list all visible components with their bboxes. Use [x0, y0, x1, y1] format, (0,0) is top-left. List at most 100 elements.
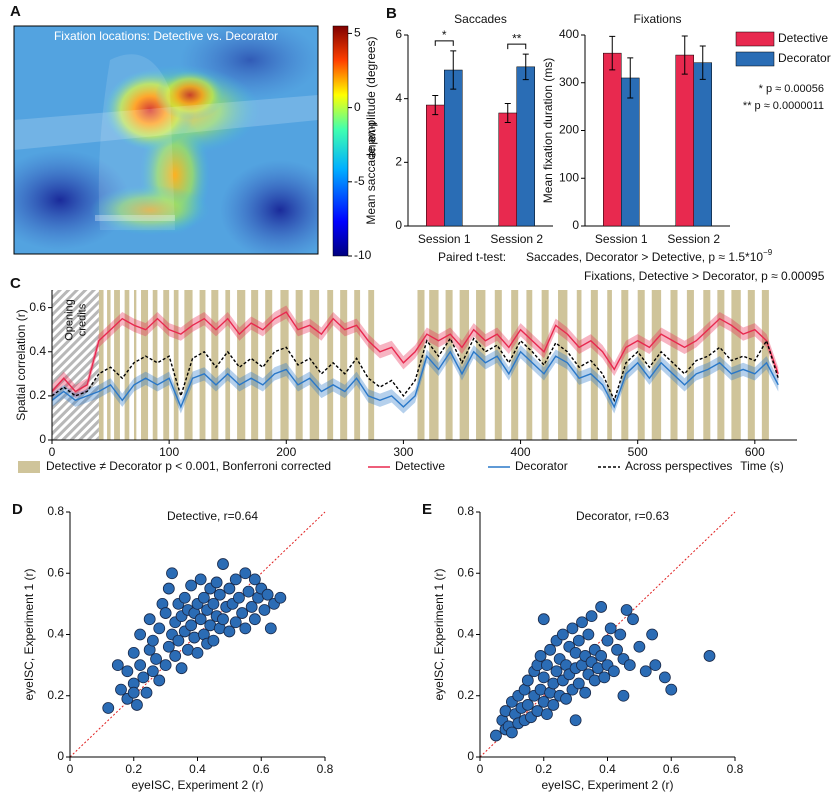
x-axis-label: eyeISC, Experiment 2 (r)	[131, 778, 263, 792]
y-axis-label: Mean saccade amplitude (degrees)	[364, 36, 378, 224]
error-bar	[522, 53, 529, 81]
point	[569, 714, 582, 727]
ttest-line: Fixations, Detective > Decorator, p ≈ 0.…	[584, 269, 825, 283]
significance-interval	[417, 290, 425, 440]
significance-interval	[761, 290, 769, 440]
y-tick-label: 0	[39, 432, 46, 446]
x-tick-label: 300	[393, 445, 413, 459]
y-tick-label: 0	[467, 749, 474, 763]
y-tick-label: 0.8	[47, 504, 64, 518]
point	[264, 622, 277, 635]
line	[52, 337, 779, 403]
x-tick-label: 0.4	[599, 762, 616, 776]
point	[537, 671, 550, 684]
point	[239, 622, 252, 635]
x-tick-label: 0.4	[189, 762, 206, 776]
point	[245, 601, 258, 613]
heatmap-image	[14, 26, 318, 254]
error-bar	[627, 57, 634, 99]
point	[242, 585, 255, 598]
x-tick-label: Session 1	[418, 232, 471, 246]
significance-interval	[703, 290, 711, 440]
point	[159, 659, 172, 672]
significance-interval	[621, 290, 629, 440]
x-axis-label: Time (s)	[740, 459, 784, 473]
point	[207, 634, 220, 647]
significance-interval	[670, 290, 678, 440]
y-tick-label: 0	[572, 218, 579, 232]
legend-label: Across perspectives	[625, 459, 732, 473]
point	[146, 665, 159, 678]
panel-label: D	[12, 501, 23, 518]
identity-line	[479, 511, 736, 758]
y-tick-label: 0.4	[47, 627, 64, 641]
point	[185, 619, 198, 632]
point	[601, 634, 614, 647]
point	[172, 634, 185, 647]
point	[579, 686, 592, 699]
significance-interval	[251, 290, 259, 440]
bar	[621, 77, 640, 227]
significance-interval	[576, 290, 582, 440]
significance-interval	[511, 290, 519, 440]
opening-credits-label: credits	[76, 303, 88, 336]
point	[194, 573, 207, 586]
legend-label: Detective ≠ Decorator p < 0.001, Bonferr…	[46, 459, 331, 473]
point	[614, 628, 627, 641]
point	[248, 573, 261, 586]
legend-swatch	[735, 51, 775, 67]
point	[146, 634, 159, 647]
point	[194, 613, 207, 626]
point	[639, 665, 652, 678]
point	[572, 677, 585, 690]
error-bar	[432, 94, 439, 116]
point	[162, 640, 175, 653]
point	[229, 616, 242, 629]
significance-interval	[107, 290, 111, 440]
bar	[693, 62, 712, 227]
point	[595, 601, 608, 613]
significance-interval	[459, 290, 470, 440]
significance-interval	[295, 290, 303, 440]
point	[175, 662, 188, 675]
point	[213, 588, 226, 601]
y-tick-label: 0.2	[29, 388, 46, 402]
significance-interval	[309, 290, 320, 440]
point	[611, 643, 623, 656]
significance-interval	[607, 290, 612, 440]
opening-credits	[52, 290, 99, 440]
significance-interval	[152, 290, 158, 440]
x-tick-label: 0.6	[663, 762, 680, 776]
point	[576, 616, 588, 629]
y-tick-label: 0	[395, 218, 402, 232]
point	[233, 591, 245, 604]
y-tick-label: 0.2	[47, 688, 64, 702]
ttest-line: Saccades, Decorator > Detective, p ≈ 1.5…	[526, 248, 773, 264]
colorbar-tick-label: -10	[354, 248, 372, 262]
y-tick-label: 2	[395, 155, 402, 169]
point	[617, 689, 630, 702]
point	[140, 686, 153, 699]
opening-credits-label: Opening	[63, 299, 75, 341]
bar	[516, 66, 535, 227]
x-tick-label: 0	[49, 445, 56, 459]
point	[665, 683, 678, 696]
panel-label: C	[10, 275, 21, 292]
point	[261, 588, 274, 601]
y-tick-label: 200	[559, 123, 579, 137]
error-bar	[699, 45, 706, 80]
point	[646, 628, 659, 641]
significance-interval	[717, 290, 725, 440]
colorbar-label: t-value	[366, 122, 380, 158]
point	[566, 622, 579, 635]
point	[537, 613, 550, 626]
point	[239, 567, 252, 580]
point	[556, 628, 569, 641]
significance-bracket	[434, 40, 454, 46]
y-tick-label: 0.8	[457, 504, 474, 518]
point	[598, 671, 611, 684]
y-tick-label: 0.2	[457, 688, 474, 702]
heatmap-frame	[13, 25, 319, 255]
legend-swatch	[735, 31, 775, 47]
significance-interval	[526, 290, 533, 440]
